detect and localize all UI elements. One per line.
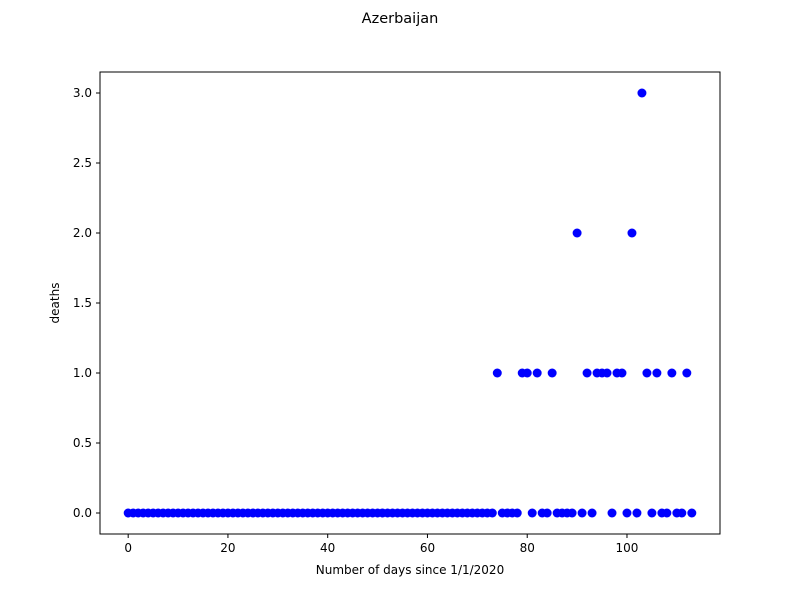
data-point [512, 508, 522, 518]
chart-title: Azerbaijan [362, 11, 439, 27]
data-points [123, 88, 697, 518]
data-point [647, 508, 657, 518]
data-point [637, 88, 647, 98]
plot-area [100, 72, 720, 534]
data-point [527, 508, 537, 518]
data-point [667, 368, 677, 378]
data-point [687, 508, 697, 518]
y-tick-label: 1.0 [73, 366, 92, 380]
data-point [632, 508, 642, 518]
data-point [622, 508, 632, 518]
data-point [582, 368, 592, 378]
y-tick-label: 0.5 [73, 436, 92, 450]
data-point [522, 368, 532, 378]
data-point [642, 368, 652, 378]
data-point [677, 508, 687, 518]
data-point [627, 228, 637, 238]
data-point [547, 368, 557, 378]
y-tick-label: 3.0 [73, 86, 92, 100]
data-point [682, 368, 692, 378]
data-point [662, 508, 672, 518]
y-tick-label: 2.5 [73, 156, 92, 170]
data-point [567, 508, 577, 518]
plot-frame [99, 71, 721, 535]
y-tick-label: 1.5 [73, 296, 92, 310]
y-tick-label: 2.0 [73, 226, 92, 240]
data-point [617, 368, 627, 378]
data-point [487, 508, 497, 518]
x-tick-label: 60 [420, 541, 435, 555]
y-tick-label: 0.0 [73, 506, 92, 520]
data-point [492, 368, 502, 378]
data-point [652, 368, 662, 378]
axis-ticks: 0 20 40 60 80 100 0.0 0.5 1.0 1.5 2.0 2.5 3.0 [73, 86, 639, 555]
x-tick-label: 80 [520, 541, 535, 555]
data-point [532, 368, 542, 378]
data-point [577, 508, 587, 518]
y-axis-label: deaths [48, 283, 62, 324]
data-point [607, 508, 617, 518]
x-tick-label: 100 [616, 541, 639, 555]
x-tick-label: 0 [124, 541, 132, 555]
data-point [542, 508, 552, 518]
x-axis-label: Number of days since 1/1/2020 [316, 563, 504, 577]
x-tick-label: 20 [220, 541, 235, 555]
data-point [572, 228, 582, 238]
data-point [587, 508, 597, 518]
data-point [602, 368, 612, 378]
x-tick-label: 40 [320, 541, 335, 555]
